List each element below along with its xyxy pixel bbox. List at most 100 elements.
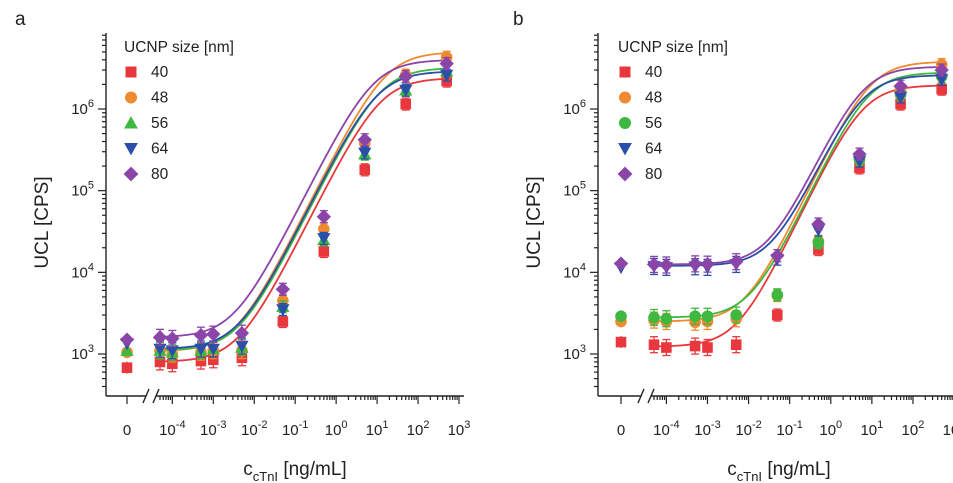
series-80 xyxy=(613,62,949,274)
x-zero-tick-label: 0 xyxy=(123,422,131,439)
data-point xyxy=(615,336,627,348)
axis-break-mark xyxy=(152,388,160,404)
data-point xyxy=(440,69,454,82)
legend: UCNP size [nm] 40 48 56 64 80 xyxy=(617,39,728,183)
data-point xyxy=(358,147,372,160)
x-tick-label: 10-4 xyxy=(159,419,185,439)
data-point xyxy=(701,310,714,323)
data-point xyxy=(121,362,133,373)
data-point xyxy=(893,79,908,94)
data-point xyxy=(729,254,744,269)
data-point xyxy=(771,289,784,301)
y-tick-label: 104 xyxy=(563,261,586,281)
legend-label: 80 xyxy=(645,166,663,183)
chart-panel-a: a 103 104 105 106 UCL [CPS] 0 10-4 10-3 10-2 10-1 1… xyxy=(15,9,470,483)
y-tick-label: 103 xyxy=(563,343,586,363)
x-tick-label: 10-3 xyxy=(694,419,720,439)
legend-label: 40 xyxy=(645,64,663,81)
data-point xyxy=(648,339,660,350)
fit-curve-64 xyxy=(160,71,448,350)
data-point xyxy=(811,216,826,232)
data-point xyxy=(615,310,627,323)
data-point xyxy=(207,354,219,366)
data-point xyxy=(318,246,330,257)
data-point xyxy=(165,345,179,358)
data-point xyxy=(687,256,703,272)
axis-break-mark xyxy=(637,388,645,404)
axis-break-mark xyxy=(142,388,150,404)
legend-marker xyxy=(619,66,631,78)
data-point xyxy=(893,91,908,104)
data-point xyxy=(812,236,825,249)
data-point xyxy=(193,328,209,343)
legend-marker xyxy=(619,117,631,129)
x-tick-label: 102 xyxy=(902,419,925,439)
x-axis-title: ccTnI [ng/mL] xyxy=(243,459,346,483)
legend-marker xyxy=(123,166,139,182)
x-tick-label: 101 xyxy=(366,419,389,439)
data-point xyxy=(659,257,674,273)
axis-break-mark xyxy=(647,388,655,404)
data-point xyxy=(661,342,672,353)
data-point xyxy=(770,248,785,263)
legend-title: UCNP size [nm] xyxy=(124,39,234,56)
x-tick-label: 100 xyxy=(819,419,842,439)
y-axis-title: UCL [CPS] xyxy=(524,176,545,268)
data-point xyxy=(660,312,673,325)
data-point xyxy=(359,164,371,176)
data-point xyxy=(854,162,865,174)
legend-label: 56 xyxy=(645,115,662,132)
x-tick-label: 103 xyxy=(943,419,953,439)
x-tick-label: 101 xyxy=(860,419,883,439)
data-point xyxy=(316,209,331,224)
series-40 xyxy=(615,82,947,357)
legend-title: UCNP size [nm] xyxy=(618,39,728,56)
data-point xyxy=(275,282,291,297)
data-point xyxy=(689,310,701,323)
data-point xyxy=(439,56,454,71)
legend: UCNP size [nm] 40 48 56 64 80 xyxy=(123,39,234,183)
chart-panel-b: b 103 104 105 106 UCL [CPS] 0 10-4 10-3 10-2 10-1 1… xyxy=(513,9,953,483)
series-80 xyxy=(119,56,454,348)
data-point xyxy=(152,330,168,345)
data-point xyxy=(277,316,289,327)
fit-curve-80 xyxy=(160,59,448,338)
data-point xyxy=(119,332,135,347)
legend-marker xyxy=(619,91,631,104)
x-tick-label: 102 xyxy=(407,419,430,439)
data-point xyxy=(153,343,167,356)
y-tick-label: 106 xyxy=(71,98,94,118)
legend-marker xyxy=(125,91,137,104)
x-tick-label: 10-2 xyxy=(241,419,267,439)
data-point xyxy=(194,343,208,356)
data-point xyxy=(852,146,867,162)
data-point xyxy=(852,155,867,168)
data-point xyxy=(276,304,290,317)
data-point xyxy=(934,62,949,78)
data-point xyxy=(813,244,824,255)
data-point xyxy=(646,257,662,272)
panel-letter: b xyxy=(513,9,524,30)
y-tick-label: 106 xyxy=(563,98,586,118)
data-point xyxy=(398,69,413,84)
legend-label: 64 xyxy=(645,141,663,158)
fit-curve-56 xyxy=(160,67,448,352)
x-tick-label: 103 xyxy=(448,419,471,439)
data-point xyxy=(700,256,715,272)
legend-marker xyxy=(618,143,632,156)
data-point xyxy=(702,342,713,353)
legend-marker xyxy=(124,116,138,129)
x-tick-label: 10-4 xyxy=(653,419,679,439)
y-axis-title: UCL [CPS] xyxy=(32,176,53,268)
fit-curve-40 xyxy=(654,84,943,348)
y-tick-label: 104 xyxy=(71,261,94,281)
legend-label: 48 xyxy=(151,90,168,107)
data-point xyxy=(730,339,742,350)
y-tick-label: 105 xyxy=(563,180,586,200)
x-tick-label: 10-1 xyxy=(776,419,802,439)
data-point xyxy=(648,311,660,324)
panel-letter: a xyxy=(15,9,26,30)
y-tick-label: 105 xyxy=(71,180,94,200)
data-point xyxy=(206,343,220,356)
